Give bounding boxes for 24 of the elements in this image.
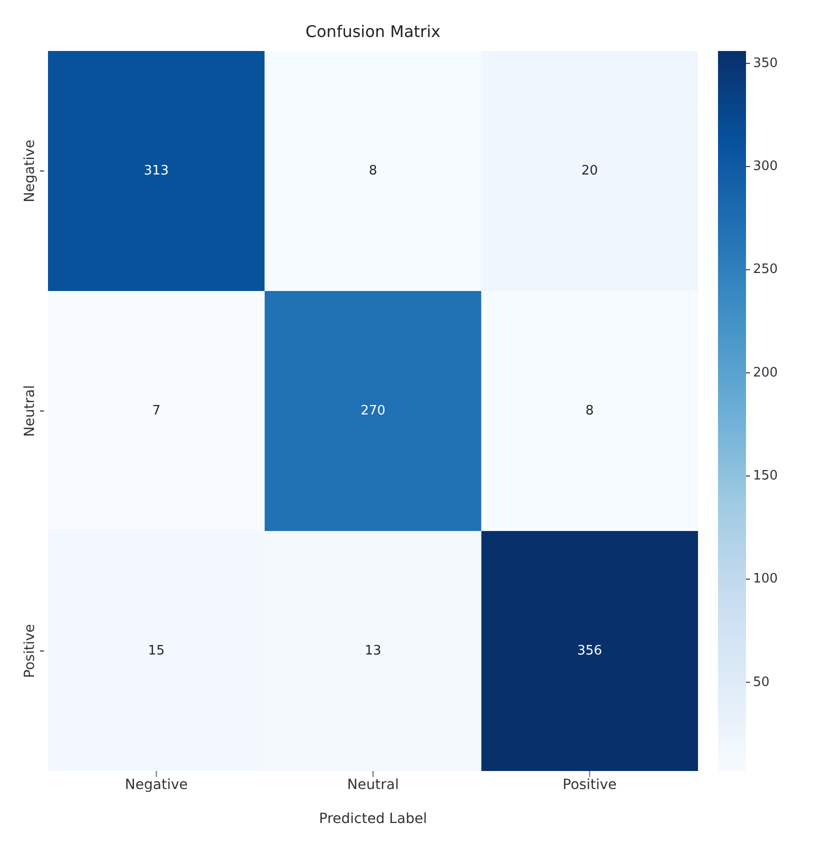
data-label: 8 [368,164,378,178]
color-bar-label: 300 [753,159,778,174]
data-label: 13 [364,644,382,658]
x-tick-label: Positive [562,776,617,793]
data-label: 15 [148,644,165,658]
color-bar-label: 200 [753,365,778,380]
data-label: 7 [152,404,160,418]
y-tick-label: Negative [22,140,38,202]
color-bar-label: 250 [753,262,778,278]
color-bar-label: 50 [753,674,770,690]
color-bar-label: 100 [753,572,778,587]
x-axis-title: Predicted Label [319,811,427,827]
data-label: 8 [586,404,594,418]
chart-title: Confusion Matrix [304,21,442,41]
y-tick-label: Positive [22,624,38,678]
data-label: 270 [360,404,386,418]
color-bar-label: 150 [753,468,778,484]
x-tick-label: Negative [124,776,188,793]
x-tick-label: Neutral [347,776,399,793]
color-bar-label: 350 [753,56,778,71]
data-label: 20 [581,164,598,178]
data-label: 313 [144,164,169,178]
data-label: 356 [577,644,602,658]
y-tick-label: Neutral [22,385,38,437]
